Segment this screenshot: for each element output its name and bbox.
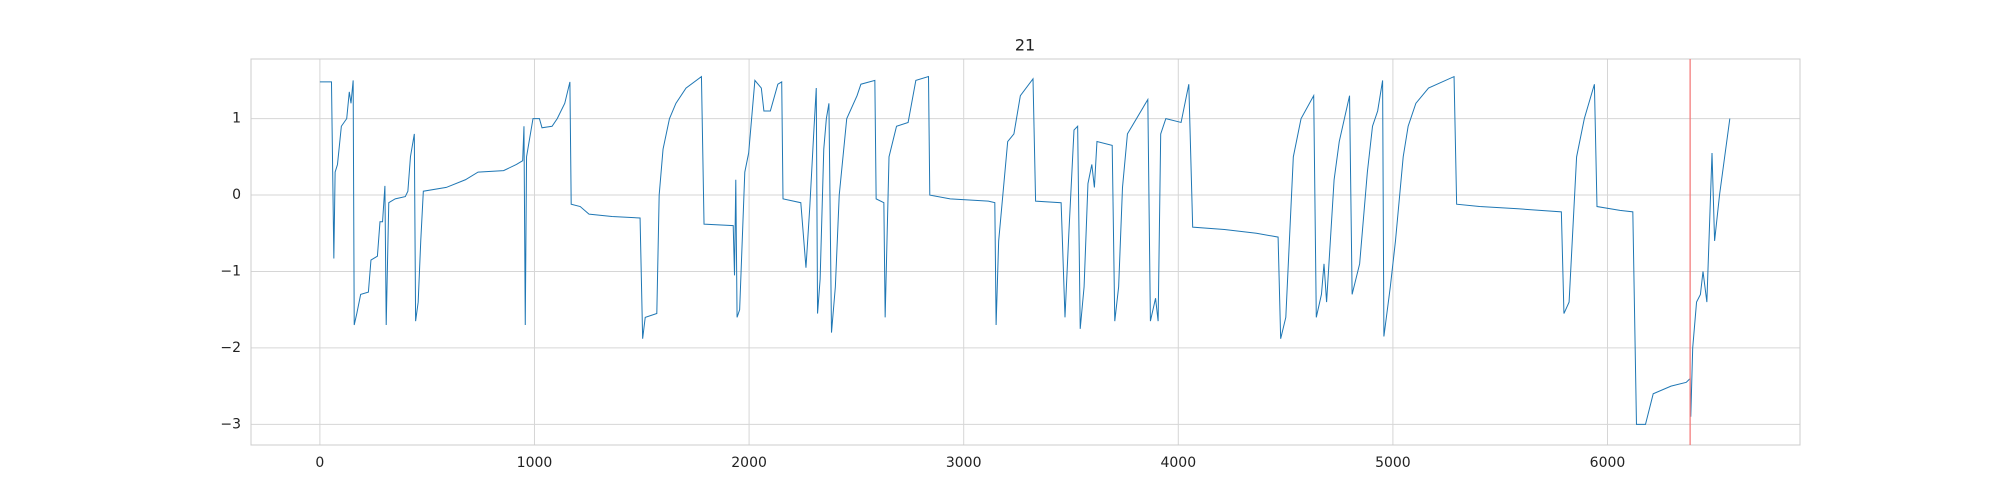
x-tick-label: 5000 (1375, 455, 1411, 471)
y-tick-label: 1 (232, 111, 241, 127)
x-tick-label: 2000 (731, 455, 767, 471)
y-tick-label: −2 (220, 340, 241, 356)
line (319, 75, 1731, 425)
y-tick-label: −3 (220, 416, 241, 432)
x-tick-label: 0 (315, 455, 324, 471)
chart-title: 21 (1015, 36, 1035, 55)
x-tick-label: 3000 (946, 455, 982, 471)
x-tick-label: 1000 (517, 455, 553, 471)
x-tick-label: 4000 (1160, 455, 1196, 471)
x-tick-label: 6000 (1590, 455, 1626, 471)
y-tick-label: −1 (220, 263, 241, 279)
y-tick-label: 0 (232, 187, 241, 203)
plot-frame (250, 58, 1801, 446)
